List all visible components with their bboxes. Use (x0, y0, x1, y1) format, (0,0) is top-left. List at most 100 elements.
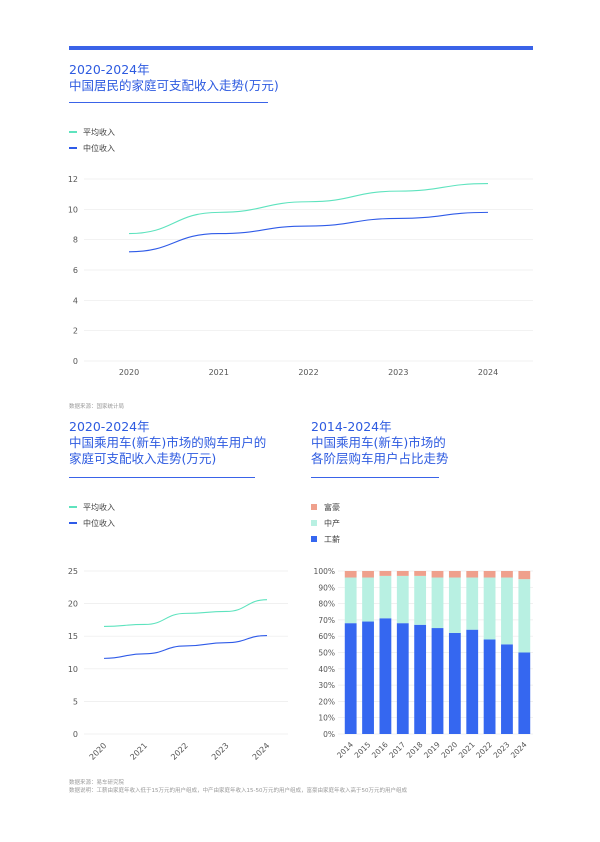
chart3-bar-segment (414, 575, 427, 625)
top-accent-bar (69, 46, 533, 50)
chart3-xtick-label: 2020 (439, 740, 459, 760)
chart3-xtick-label: 2019 (422, 740, 442, 760)
chart3-bar-segment (431, 571, 444, 578)
chart1-title-underline (69, 102, 268, 103)
chart3-bar-segment (414, 571, 427, 576)
chart3-legend-worker-label: 工薪 (324, 534, 340, 544)
chart1-ytick-label: 4 (73, 296, 78, 305)
chart1-ytick-label: 12 (68, 175, 78, 184)
chart3-legend-middle-label: 中产 (324, 518, 340, 528)
chart3-bar-segment (518, 571, 531, 580)
chart3-bar-segment (396, 575, 409, 624)
chart3-title-line3: 各阶层购车用户占比走势 (311, 451, 449, 466)
chart2-legend-avg-label: 平均收入 (83, 502, 115, 512)
chart3-bar-segment (414, 624, 427, 734)
chart3-ytick-label: 10% (318, 714, 335, 723)
chart3-xtick-label: 2023 (492, 740, 512, 760)
chart3-ytick-label: 0% (323, 730, 335, 739)
chart3-bar-segment (448, 632, 461, 734)
chart2-ytick-label: 5 (73, 697, 78, 706)
chart1-ytick-label: 10 (68, 205, 78, 214)
legend-line-swatch (69, 131, 77, 133)
chart1-title-line1: 2020-2024年 (69, 62, 150, 77)
chart3-ytick-label: 100% (314, 567, 335, 576)
chart3-bar-segment (501, 571, 513, 578)
chart3-bar-segment (518, 579, 531, 653)
chart3-bar-segment (379, 618, 392, 734)
chart3-xtick-label: 2016 (370, 740, 390, 760)
chart2-legend: 平均收入 中位收入 (69, 499, 115, 531)
chart3-bar-segment (379, 571, 392, 576)
legend-line-swatch (69, 147, 77, 149)
chart3-bar-segment (466, 571, 479, 578)
chart1-ytick-label: 6 (73, 266, 78, 275)
chart3-ytick-label: 80% (318, 600, 335, 609)
chart3-bar-segment (466, 577, 479, 630)
chart2-title-line1: 2020-2024年 (69, 419, 150, 434)
chart3-bar-segment (431, 577, 444, 629)
chart2-ytick-label: 0 (73, 730, 78, 739)
chart3-title-line2: 中国乘用车(新车)市场的 (311, 435, 446, 450)
chart1-legend-avg-label: 平均收入 (83, 127, 115, 137)
chart2-ytick-label: 20 (68, 600, 78, 609)
chart3-legend-worker: 工薪 (311, 531, 340, 547)
chart2-series-line-1 (103, 634, 268, 659)
chart2-legend-median: 中位收入 (69, 515, 115, 531)
chart3-bar-segment (396, 571, 409, 576)
chart3-bar-segment (344, 577, 357, 624)
chart1-series-line-1 (128, 211, 489, 253)
chart2-ytick-label: 15 (68, 632, 78, 641)
chart3-bar-segment (483, 577, 496, 640)
legend-square-swatch (311, 520, 317, 526)
chart2-title-line2: 中国乘用车(新车)市场的购车用户的 (69, 435, 267, 450)
chart1-xtick-label: 2020 (119, 368, 139, 377)
chart3-legend-middle: 中产 (311, 515, 340, 531)
chart2-ytick-label: 25 (68, 567, 78, 576)
chart1-xtick-label: 2021 (209, 368, 229, 377)
legend-square-swatch (311, 504, 317, 510)
chart3-bar-segment (344, 571, 357, 578)
chart1-title: 2020-2024年 中国居民的家庭可支配收入走势(万元) (69, 62, 279, 94)
chart3-ytick-label: 60% (318, 632, 335, 641)
chart3-bar-segment (362, 621, 374, 734)
legend-line-swatch (69, 522, 77, 524)
chart3-ytick-label: 20% (318, 697, 335, 706)
chart3-xtick-label: 2021 (457, 740, 477, 760)
chart1-source: 数据来源：国家统计局 (69, 404, 125, 410)
chart3-bar-segment (501, 577, 513, 645)
footer-note: 数据说明：工薪由家庭年收入低于15万元的用户组成，中产由家庭年收入15-50万元… (69, 788, 407, 794)
chart1-legend-median-label: 中位收入 (83, 143, 115, 153)
chart3-bar-segment (483, 639, 496, 734)
chart2-title-line3: 家庭可支配收入走势(万元) (69, 451, 217, 466)
chart3-bar-segment (396, 623, 409, 734)
chart1-title-line2: 中国居民的家庭可支配收入走势(万元) (69, 78, 279, 93)
chart2-title-underline (69, 477, 255, 478)
chart1-xtick-label: 2023 (388, 368, 408, 377)
chart3-legend-rich: 富豪 (311, 499, 340, 515)
chart3-bar-segment (466, 629, 479, 734)
chart3-xtick-label: 2015 (353, 740, 373, 760)
chart3-bar-segment (362, 577, 374, 622)
chart3-bar-segment (448, 571, 461, 578)
chart3-bar-segment (344, 623, 357, 734)
chart1-ytick-label: 0 (73, 357, 78, 366)
chart3-xtick-label: 2018 (405, 740, 425, 760)
chart1-series-line-0 (128, 183, 489, 235)
chart3-ytick-label: 30% (318, 681, 335, 690)
footer-source: 数据来源：易车研究院 (69, 780, 125, 786)
legend-square-swatch (311, 536, 317, 542)
chart1-legend-median: 中位收入 (69, 140, 115, 156)
chart3-xtick-label: 2024 (509, 740, 529, 760)
chart3-ytick-label: 90% (318, 583, 335, 592)
chart3-ytick-label: 50% (318, 649, 335, 658)
chart2-series-line-0 (103, 599, 268, 627)
legend-line-swatch (69, 506, 77, 508)
chart2-legend-median-label: 中位收入 (83, 518, 115, 528)
chart3-xtick-label: 2017 (387, 740, 407, 760)
chart3-bar-segment (379, 575, 392, 619)
chart3-ytick-label: 70% (318, 616, 335, 625)
chart3-xtick-label: 2022 (474, 740, 494, 760)
chart3-title-underline (311, 477, 439, 478)
